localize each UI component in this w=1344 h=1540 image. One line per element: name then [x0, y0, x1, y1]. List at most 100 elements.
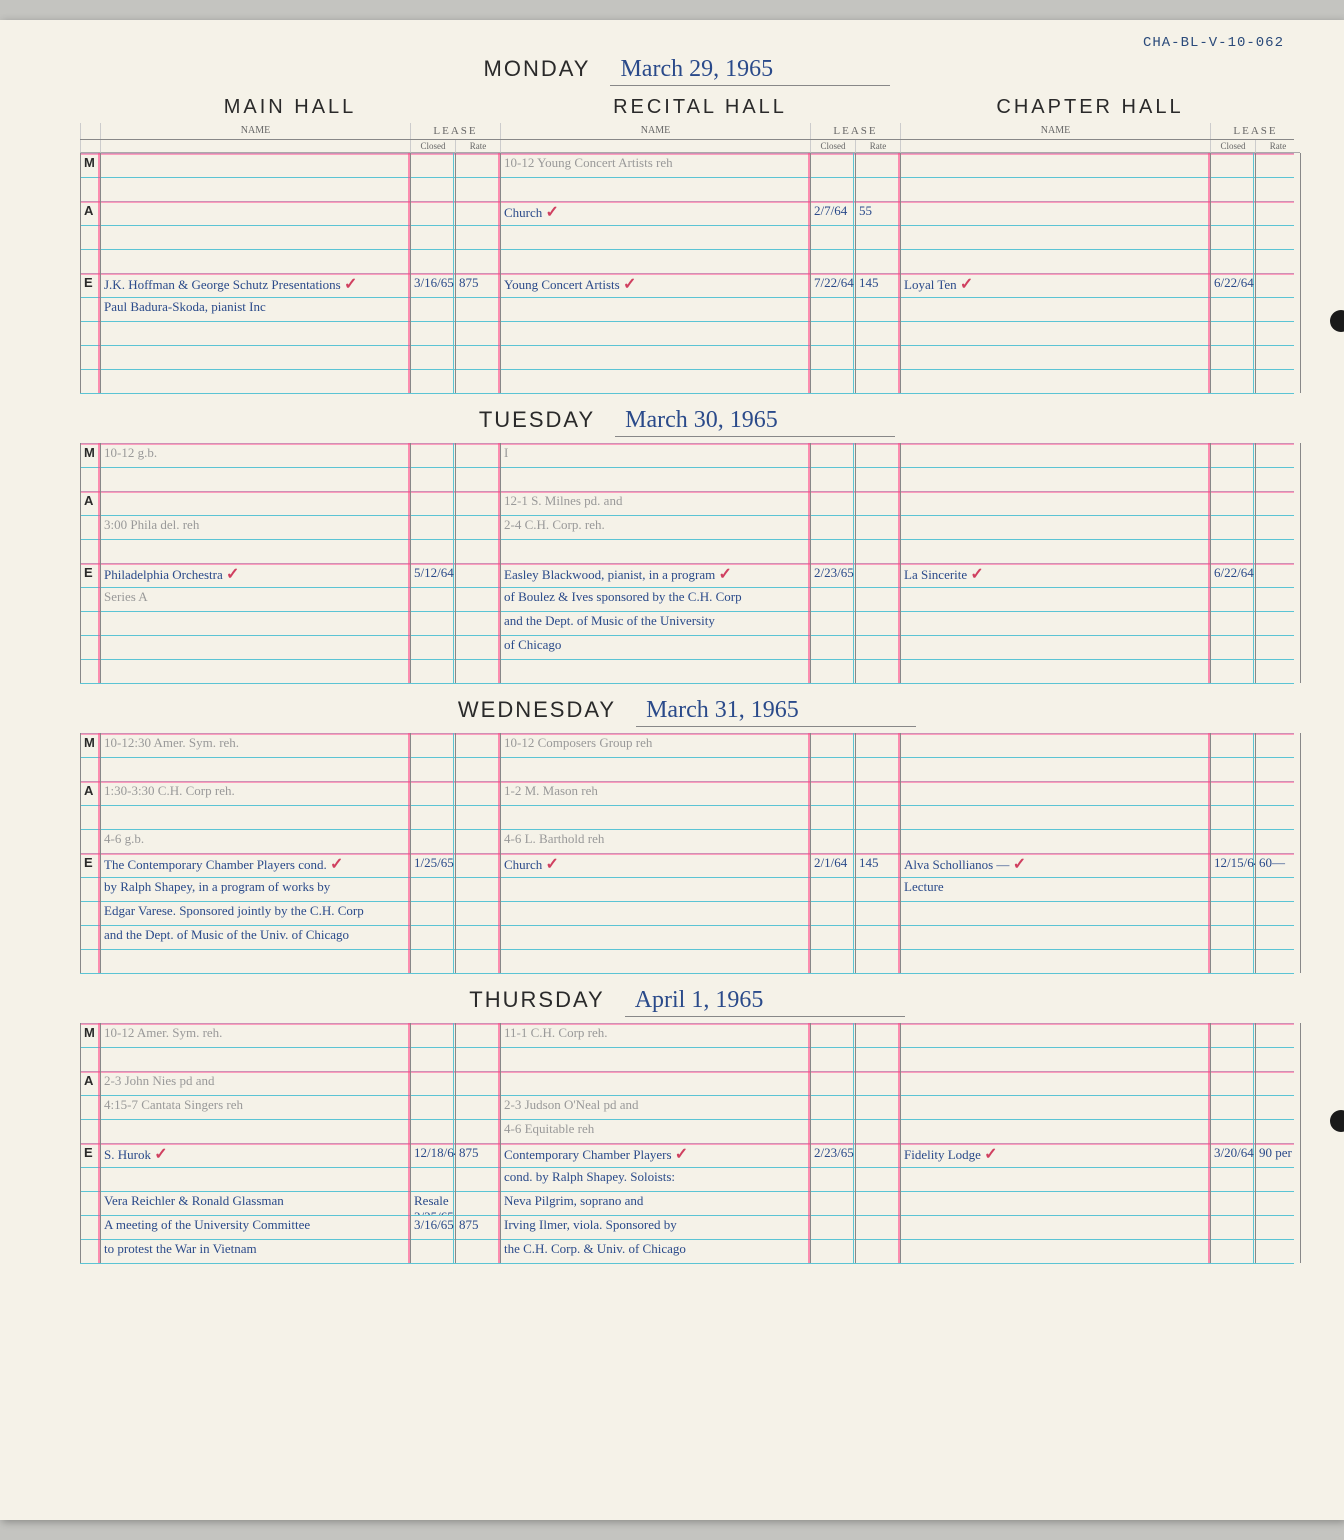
column-headers: NAME LEASE NAME LEASE NAME LEASE: [80, 123, 1294, 140]
chapter-closed: [1210, 1167, 1255, 1191]
ledger-row: M10-12 g.b.I: [80, 443, 1294, 467]
days-container: MONDAY March 29, 1965MAIN HALL RECITAL H…: [80, 50, 1294, 1263]
recital-entry: 1-2 M. Mason reh: [500, 781, 810, 805]
recital-closed: [810, 345, 855, 369]
chapter-entry: Alva Schollianos — ✓: [900, 853, 1210, 877]
chapter-rate: [1255, 369, 1300, 393]
recital-entry: cond. by Ralph Shapey. Soloists:: [500, 1167, 810, 1191]
recital-rate: [855, 1023, 900, 1047]
chapter-closed: [1210, 757, 1255, 781]
ledger-row: M10-12:30 Amer. Sym. reh.10-12 Composers…: [80, 733, 1294, 757]
main-closed: [410, 467, 455, 491]
main-rate: [455, 491, 500, 515]
chapter-entry: [900, 733, 1210, 757]
recital-rate: [855, 877, 900, 901]
chapter-entry: [900, 201, 1210, 225]
main-rate: [455, 805, 500, 829]
recital-rate: [855, 1239, 900, 1263]
chapter-rate: [1255, 1239, 1300, 1263]
recital-entry: Church ✓: [500, 201, 810, 225]
main-rate: [455, 321, 500, 345]
recital-rate: [855, 1119, 900, 1143]
chapter-closed: [1210, 829, 1255, 853]
recital-entry: 12-1 S. Milnes pd. and: [500, 491, 810, 515]
time-slot: [80, 587, 100, 611]
chapter-closed: [1210, 1215, 1255, 1239]
ledger-row: M10-12 Amer. Sym. reh.11-1 C.H. Corp reh…: [80, 1023, 1294, 1047]
recital-rate: [855, 829, 900, 853]
time-slot: [80, 925, 100, 949]
recital-entry: [500, 1071, 810, 1095]
time-slot: [80, 467, 100, 491]
col-closed: Closed: [1210, 140, 1255, 153]
main-rate: [455, 733, 500, 757]
day-header: MONDAY March 29, 1965: [80, 50, 1294, 92]
recital-entry: 2-4 C.H. Corp. reh.: [500, 515, 810, 539]
ledger-row: and the Dept. of Music of the Univ. of C…: [80, 925, 1294, 949]
recital-closed: [810, 1047, 855, 1071]
main-entry: and the Dept. of Music of the Univ. of C…: [100, 925, 410, 949]
main-rate: [455, 587, 500, 611]
ledger-row: 4-6 g.b.4-6 L. Barthold reh: [80, 829, 1294, 853]
chapter-closed: [1210, 1119, 1255, 1143]
recital-entry: 4-6 Equitable reh: [500, 1119, 810, 1143]
check-mark: ✓: [154, 1146, 167, 1163]
recital-rate: [855, 563, 900, 587]
col-rate: Rate: [1255, 140, 1300, 153]
col-lease: LEASE: [810, 123, 900, 139]
recital-entry: Young Concert Artists ✓: [500, 273, 810, 297]
col-name: NAME: [900, 123, 1210, 139]
col-rate: Rate: [855, 140, 900, 153]
main-entry: Philadelphia Orchestra ✓: [100, 563, 410, 587]
chapter-entry: Loyal Ten ✓: [900, 273, 1210, 297]
main-entry: [100, 491, 410, 515]
ledger-row: EPhiladelphia Orchestra ✓5/12/64Easley B…: [80, 563, 1294, 587]
chapter-closed: 3/20/64: [1210, 1143, 1255, 1167]
col-closed: Closed: [810, 140, 855, 153]
chapter-rate: [1255, 201, 1300, 225]
main-entry: 1:30-3:30 C.H. Corp reh.: [100, 781, 410, 805]
chapter-closed: [1210, 491, 1255, 515]
recital-rate: [855, 321, 900, 345]
main-closed: [410, 1167, 455, 1191]
col-lease: LEASE: [1210, 123, 1300, 139]
chapter-entry: [900, 1167, 1210, 1191]
recital-entry: and the Dept. of Music of the University: [500, 611, 810, 635]
recital-closed: [810, 659, 855, 683]
day-header: WEDNESDAY March 31, 1965: [80, 691, 1294, 733]
recital-closed: [810, 1215, 855, 1239]
main-entry: to protest the War in Vietnam: [100, 1239, 410, 1263]
hall-title-recital: RECITAL HALL: [500, 96, 900, 119]
chapter-rate: [1255, 443, 1300, 467]
main-entry: A meeting of the University Committee: [100, 1215, 410, 1239]
recital-rate: 145: [855, 273, 900, 297]
main-rate: 875: [455, 273, 500, 297]
chapter-closed: [1210, 781, 1255, 805]
recital-closed: [810, 177, 855, 201]
ledger-row: EJ.K. Hoffman & George Schutz Presentati…: [80, 273, 1294, 297]
hall-title-chapter: CHAPTER HALL: [900, 96, 1280, 119]
recital-entry: [500, 877, 810, 901]
chapter-entry: [900, 659, 1210, 683]
recital-rate: [855, 1071, 900, 1095]
recital-entry: [500, 297, 810, 321]
recital-entry: I: [500, 443, 810, 467]
chapter-rate: 60—: [1255, 853, 1300, 877]
day-date: March 31, 1965: [636, 697, 916, 727]
ledger-row: M10-12 Young Concert Artists reh: [80, 153, 1294, 177]
main-closed: [410, 345, 455, 369]
recital-closed: [810, 901, 855, 925]
main-closed: [410, 369, 455, 393]
main-rate: [455, 1239, 500, 1263]
chapter-closed: [1210, 611, 1255, 635]
recital-rate: 55: [855, 201, 900, 225]
recital-closed: [810, 1119, 855, 1143]
chapter-rate: [1255, 1191, 1300, 1215]
recital-closed: [810, 369, 855, 393]
chapter-closed: [1210, 177, 1255, 201]
recital-rate: [855, 467, 900, 491]
recital-entry: [500, 949, 810, 973]
main-rate: [455, 467, 500, 491]
recital-closed: 2/7/64: [810, 201, 855, 225]
check-mark: ✓: [718, 566, 731, 583]
